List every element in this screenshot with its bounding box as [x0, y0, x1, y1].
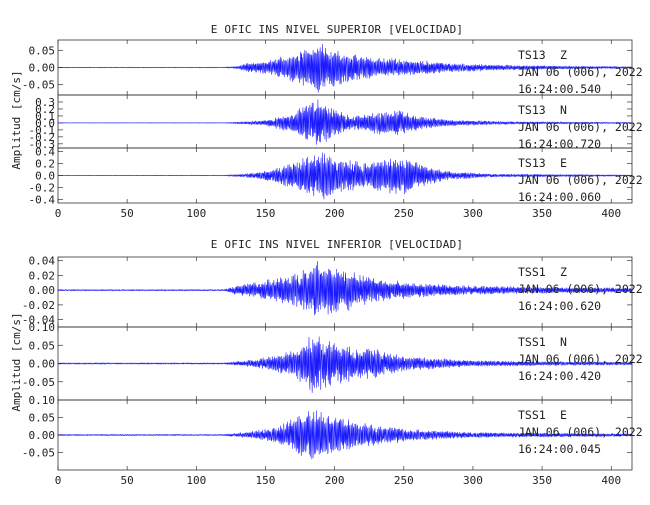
- trace-date: JAN 06 (006), 2022: [518, 425, 643, 439]
- chart-title-1: E OFIC INS NIVEL INFERIOR [VELOCIDAD]: [211, 238, 463, 251]
- trace-station: TSS1: [518, 335, 546, 349]
- trace-station: TS13: [518, 103, 546, 117]
- trace-time: 16:24:00.420: [518, 369, 601, 383]
- y-tick-label: 0.4: [35, 146, 55, 159]
- trace-time: 16:24:00.620: [518, 299, 601, 313]
- trace-station: TS13: [518, 156, 546, 170]
- y-tick-label: 0.02: [29, 269, 56, 282]
- y-tick-label: 0.00: [29, 62, 56, 75]
- trace-component: Z: [560, 265, 567, 279]
- trace-component: N: [560, 103, 567, 117]
- y-tick-label: -0.05: [22, 447, 55, 460]
- x-tick-label: 300: [463, 207, 483, 220]
- y-axis-label-0: Amplitud [cm/s]: [10, 70, 23, 169]
- x-tick-label: 50: [121, 474, 134, 487]
- trace-component: N: [560, 335, 567, 349]
- y-tick-label: -0.1: [29, 124, 56, 137]
- trace-time: 16:24:00.540: [518, 82, 601, 96]
- x-tick-label: 400: [601, 207, 621, 220]
- x-tick-label: 100: [186, 207, 206, 220]
- y-axis-label-1: Amplitud [cm/s]: [10, 312, 23, 411]
- trace-component: Z: [560, 48, 567, 62]
- trace-ts13-n: [57, 99, 633, 145]
- y-tick-label: -0.04: [22, 314, 55, 327]
- x-tick-label: 300: [463, 474, 483, 487]
- x-tick-label: 400: [601, 474, 621, 487]
- x-tick-label: 0: [55, 474, 62, 487]
- x-tick-label: 350: [532, 207, 552, 220]
- y-tick-label: -0.3: [29, 138, 56, 151]
- trace-component: E: [560, 156, 567, 170]
- x-tick-label: 350: [532, 474, 552, 487]
- x-tick-label: 0: [55, 207, 62, 220]
- y-tick-label: -0.2: [29, 131, 56, 144]
- trace-ts13-z: [57, 43, 633, 93]
- y-tick-label: -0.05: [22, 376, 55, 389]
- trace-date: JAN 06 (006), 2022: [518, 352, 643, 366]
- y-tick-label: 0.05: [29, 412, 56, 425]
- y-tick-label: 0.3: [35, 96, 55, 109]
- x-tick-label: 250: [394, 474, 414, 487]
- y-tick-label: -0.4: [29, 193, 56, 206]
- y-tick-label: 0.00: [29, 358, 56, 371]
- trace-time: 16:24:00.045: [518, 442, 601, 456]
- y-tick-label: 0.10: [29, 394, 56, 407]
- trace-time: 16:24:00.060: [518, 190, 601, 204]
- y-tick-label: 0.00: [29, 429, 56, 442]
- trace-component: E: [560, 408, 567, 422]
- x-tick-label: 100: [186, 474, 206, 487]
- trace-time: 16:24:00.720: [518, 137, 601, 151]
- trace-station: TSS1: [518, 265, 546, 279]
- x-tick-label: 200: [325, 474, 345, 487]
- trace-date: JAN 06 (006), 2022: [518, 65, 643, 79]
- y-tick-label: 0.0: [35, 117, 55, 130]
- y-tick-label: -0.02: [22, 299, 55, 312]
- x-tick-label: 250: [394, 207, 414, 220]
- trace-tss1-n: [57, 336, 633, 393]
- chart-title-0: E OFIC INS NIVEL SUPERIOR [VELOCIDAD]: [211, 23, 463, 36]
- trace-tss1-z: [57, 260, 633, 316]
- trace-station: TS13: [518, 48, 546, 62]
- trace-date: JAN 06 (006), 2022: [518, 120, 643, 134]
- y-tick-label: 0.05: [29, 339, 56, 352]
- x-tick-label: 50: [121, 207, 134, 220]
- x-tick-label: 200: [325, 207, 345, 220]
- trace-station: TSS1: [518, 408, 546, 422]
- y-tick-label: 0.00: [29, 284, 56, 297]
- y-tick-label: -0.2: [29, 181, 56, 194]
- trace-ts13-e: [57, 152, 633, 200]
- trace-date: JAN 06 (006), 2022: [518, 173, 643, 187]
- y-tick-label: 0.1: [35, 110, 55, 123]
- x-tick-label: 150: [256, 207, 276, 220]
- y-tick-label: 0.0: [35, 170, 55, 183]
- y-tick-label: 0.2: [35, 158, 55, 171]
- y-tick-label: 0.10: [29, 321, 56, 334]
- trace-tss1-e: [57, 410, 633, 460]
- y-tick-label: 0.05: [29, 44, 56, 57]
- y-tick-label: 0.2: [35, 103, 55, 116]
- y-tick-label: 0.04: [29, 255, 56, 268]
- y-tick-label: -0.05: [22, 79, 55, 92]
- trace-date: JAN 06 (006), 2022: [518, 282, 643, 296]
- x-tick-label: 150: [256, 474, 276, 487]
